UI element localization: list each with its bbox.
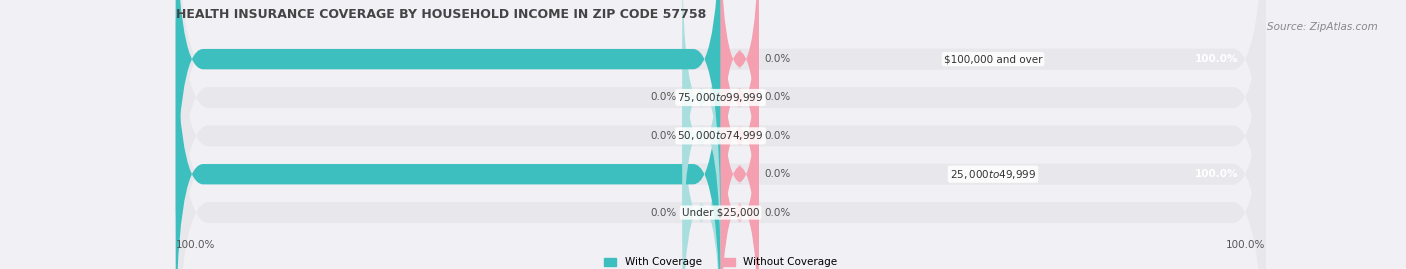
Text: 100.0%: 100.0% xyxy=(1195,169,1239,179)
Text: 0.0%: 0.0% xyxy=(765,169,790,179)
FancyBboxPatch shape xyxy=(682,0,721,242)
FancyBboxPatch shape xyxy=(721,0,759,269)
Text: 0.0%: 0.0% xyxy=(765,93,790,102)
Text: HEALTH INSURANCE COVERAGE BY HOUSEHOLD INCOME IN ZIP CODE 57758: HEALTH INSURANCE COVERAGE BY HOUSEHOLD I… xyxy=(176,8,706,22)
Text: $100,000 and over: $100,000 and over xyxy=(943,54,1042,64)
FancyBboxPatch shape xyxy=(721,30,759,269)
FancyBboxPatch shape xyxy=(176,0,1265,269)
FancyBboxPatch shape xyxy=(176,0,1265,269)
Text: 0.0%: 0.0% xyxy=(765,131,790,141)
Text: Under $25,000: Under $25,000 xyxy=(682,208,759,218)
Text: $25,000 to $49,999: $25,000 to $49,999 xyxy=(950,168,1036,181)
Text: 100.0%: 100.0% xyxy=(1226,240,1265,250)
Legend: With Coverage, Without Coverage: With Coverage, Without Coverage xyxy=(599,253,842,269)
Text: Source: ZipAtlas.com: Source: ZipAtlas.com xyxy=(1267,22,1378,31)
FancyBboxPatch shape xyxy=(721,0,759,242)
FancyBboxPatch shape xyxy=(176,0,721,269)
Text: $75,000 to $99,999: $75,000 to $99,999 xyxy=(678,91,763,104)
FancyBboxPatch shape xyxy=(176,0,1265,269)
FancyBboxPatch shape xyxy=(176,0,721,241)
FancyBboxPatch shape xyxy=(682,0,721,269)
Text: 100.0%: 100.0% xyxy=(176,240,215,250)
Text: 0.0%: 0.0% xyxy=(651,208,678,218)
Text: 0.0%: 0.0% xyxy=(651,131,678,141)
FancyBboxPatch shape xyxy=(176,0,1265,269)
Text: 0.0%: 0.0% xyxy=(651,93,678,102)
FancyBboxPatch shape xyxy=(721,0,759,204)
Text: $50,000 to $74,999: $50,000 to $74,999 xyxy=(678,129,763,142)
FancyBboxPatch shape xyxy=(721,68,759,269)
Text: 100.0%: 100.0% xyxy=(1195,54,1239,64)
FancyBboxPatch shape xyxy=(682,68,721,269)
FancyBboxPatch shape xyxy=(176,0,1265,269)
Text: 0.0%: 0.0% xyxy=(765,208,790,218)
Text: 0.0%: 0.0% xyxy=(765,54,790,64)
